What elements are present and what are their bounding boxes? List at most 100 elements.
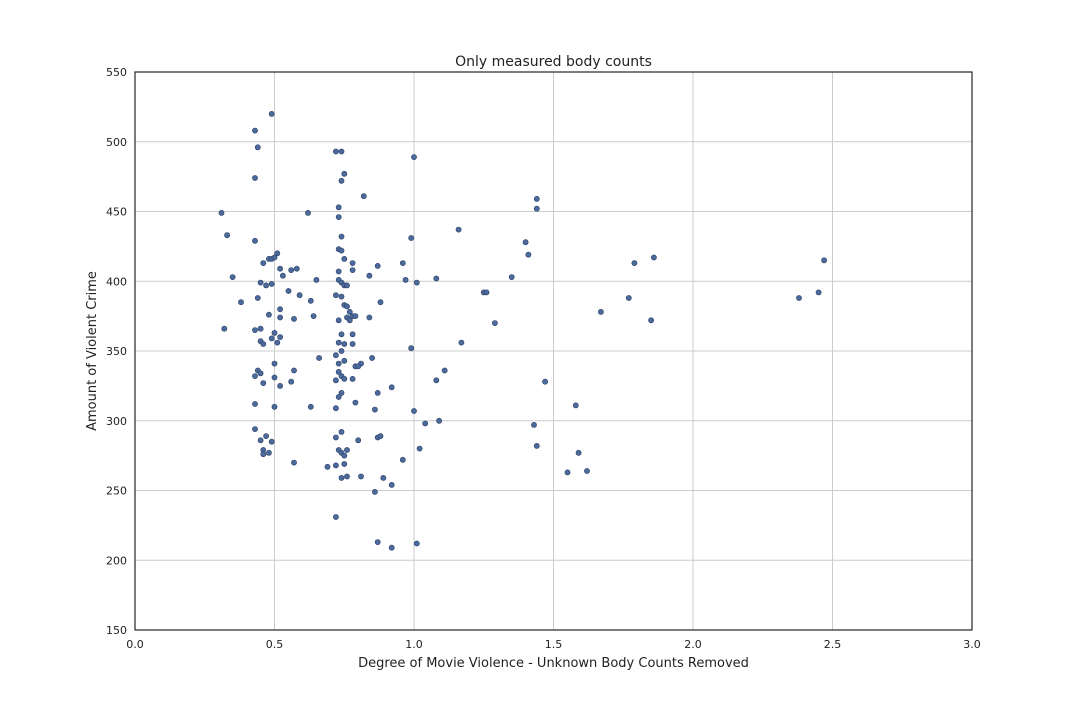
data-point: [388, 544, 395, 551]
data-point: [344, 447, 350, 453]
data-point: [352, 313, 359, 319]
y-tick-label: 450: [106, 206, 127, 219]
data-point: [338, 177, 345, 184]
data-point: [338, 331, 345, 338]
data-point: [335, 317, 342, 324]
data-point: [377, 299, 384, 306]
data-point: [533, 205, 540, 212]
data-point: [374, 262, 381, 269]
data-point: [277, 382, 283, 389]
data-point: [274, 250, 281, 257]
data-point: [332, 405, 339, 412]
x-tick-label: 1.0: [405, 638, 423, 651]
data-point: [335, 368, 342, 375]
data-point: [402, 276, 409, 283]
data-point: [305, 209, 311, 216]
data-point: [332, 352, 339, 359]
data-point: [252, 401, 258, 407]
data-point: [252, 373, 258, 379]
data-point: [821, 257, 827, 264]
data-point: [257, 325, 264, 332]
data-point: [416, 445, 423, 452]
data-point: [332, 148, 339, 155]
x-axis-ticks: 0.0 0.5 1.0 1.5 2.0 2.5 3.0: [126, 638, 981, 651]
data-point: [277, 306, 283, 313]
data-point: [491, 320, 498, 326]
data-point: [341, 452, 348, 459]
y-tick-label: 500: [106, 136, 127, 149]
data-point: [346, 317, 353, 324]
y-tick-label: 200: [106, 554, 127, 567]
data-point: [338, 293, 345, 300]
y-tick-label: 350: [106, 345, 127, 358]
data-point: [338, 233, 345, 240]
data-point: [374, 539, 381, 545]
data-point: [277, 334, 283, 340]
data-point: [285, 288, 292, 294]
data-point: [218, 209, 225, 216]
data-point: [274, 339, 281, 346]
data-point: [371, 406, 378, 413]
x-tick-label: 2.5: [824, 638, 842, 651]
data-point: [648, 317, 654, 324]
data-point: [374, 389, 381, 396]
data-point: [268, 281, 275, 287]
data-point: [341, 255, 348, 262]
data-point: [413, 540, 420, 547]
data-point: [522, 239, 529, 246]
data-point: [344, 303, 350, 310]
data-point: [335, 214, 342, 220]
data-point: [371, 488, 378, 495]
data-point: [252, 237, 258, 244]
data-point: [408, 345, 415, 352]
data-point: [369, 355, 375, 361]
data-point: [341, 341, 348, 347]
data-point: [344, 282, 350, 289]
data-point: [257, 370, 264, 377]
data-point: [277, 314, 283, 321]
data-point: [254, 144, 261, 151]
data-point: [399, 260, 406, 266]
data-point: [271, 254, 278, 261]
data-point: [338, 428, 345, 435]
data-point: [533, 442, 540, 449]
data-point: [335, 360, 342, 367]
data-point: [344, 473, 350, 480]
data-point: [408, 235, 415, 241]
data-point: [338, 148, 345, 155]
data-point: [332, 292, 339, 299]
data-point: [265, 311, 272, 318]
data-point: [625, 295, 632, 301]
data-point: [288, 267, 295, 273]
data-point: [341, 461, 348, 467]
data-point: [332, 434, 339, 441]
data-point: [542, 378, 548, 385]
data-point: [224, 232, 230, 239]
data-point: [433, 377, 440, 384]
data-point: [338, 348, 345, 354]
data-point: [307, 297, 314, 304]
data-point: [268, 111, 275, 117]
data-point: [310, 313, 317, 319]
y-axis-label: Amount of Violent Crime: [85, 271, 100, 431]
data-point: [411, 408, 417, 414]
data-point: [341, 375, 348, 382]
data-point: [483, 289, 490, 296]
x-tick-label: 2.0: [684, 638, 702, 651]
data-point: [291, 367, 297, 374]
data-point: [324, 463, 331, 470]
data-point: [252, 327, 258, 333]
y-axis-ticks: 150 200 250 300 350 400 450 500 550: [106, 66, 127, 637]
data-point: [268, 335, 275, 342]
data-point: [260, 341, 267, 347]
data-point: [260, 451, 267, 458]
x-axis-label: Degree of Movie Violence - Unknown Body …: [358, 656, 749, 671]
data-point: [252, 127, 258, 134]
data-point: [335, 339, 342, 346]
data-point: [441, 367, 448, 374]
x-tick-label: 0.5: [266, 638, 284, 651]
data-point: [531, 421, 537, 428]
data-point: [349, 267, 356, 273]
data-point: [598, 308, 604, 315]
